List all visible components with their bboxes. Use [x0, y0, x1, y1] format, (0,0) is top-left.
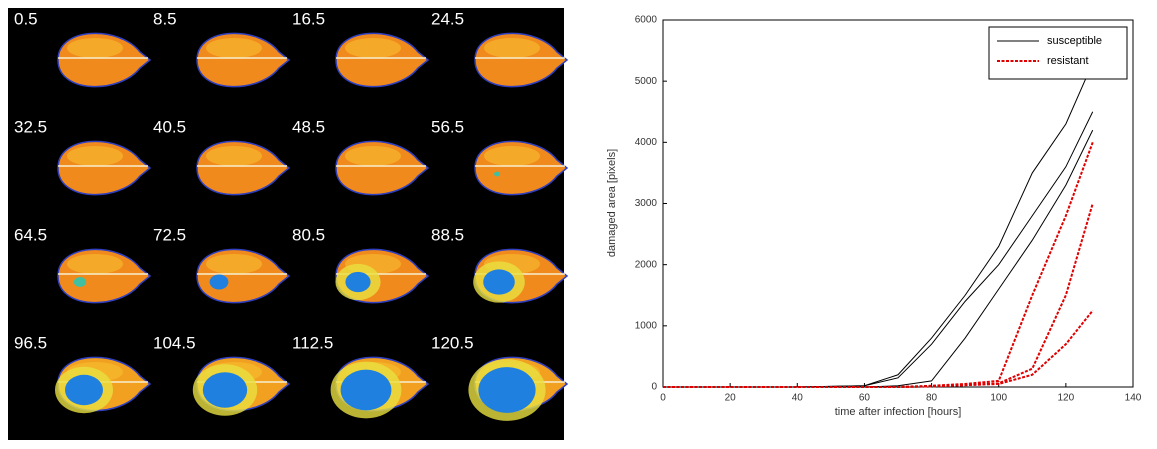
- leaf-highlight: [67, 254, 123, 274]
- series-line: [663, 141, 1094, 388]
- time-label: 112.5: [292, 333, 333, 352]
- leaf-highlight: [484, 146, 540, 166]
- x-tick-label: 120: [1058, 393, 1075, 404]
- y-tick-label: 0: [651, 382, 657, 393]
- time-label: 72.5: [153, 225, 186, 244]
- leaf-highlight: [67, 146, 123, 166]
- x-tick-label: 80: [926, 393, 938, 404]
- y-tick-label: 2000: [635, 259, 658, 270]
- lesion: [340, 369, 392, 411]
- time-label: 0.5: [14, 9, 38, 28]
- y-tick-label: 1000: [635, 320, 658, 331]
- x-tick-label: 40: [792, 393, 804, 404]
- lesion: [202, 372, 248, 408]
- time-label: 24.5: [431, 9, 464, 28]
- time-label: 40.5: [153, 117, 186, 136]
- y-tick-label: 6000: [635, 15, 658, 26]
- y-tick-label: 3000: [635, 198, 658, 209]
- leaf-highlight: [206, 146, 262, 166]
- time-label: 104.5: [153, 333, 196, 352]
- x-tick-label: 20: [725, 393, 737, 404]
- time-label: 48.5: [292, 117, 325, 136]
- time-label: 80.5: [292, 225, 325, 244]
- lesion: [73, 277, 87, 287]
- leaf-highlight: [206, 38, 262, 58]
- y-tick-label: 5000: [635, 76, 658, 87]
- x-tick-label: 100: [990, 393, 1007, 404]
- x-tick-label: 0: [660, 393, 666, 404]
- y-axis-label: damaged area [pixels]: [606, 149, 618, 257]
- lesion: [483, 269, 515, 295]
- x-tick-label: 60: [859, 393, 871, 404]
- leaf-highlight: [206, 254, 262, 274]
- lesion: [478, 367, 536, 413]
- leaf-highlight: [345, 38, 401, 58]
- x-axis-label: time after infection [hours]: [835, 406, 962, 418]
- time-label: 120.5: [431, 333, 474, 352]
- time-label: 32.5: [14, 117, 47, 136]
- time-label: 8.5: [153, 9, 177, 28]
- lesion: [494, 171, 500, 177]
- legend-label: susceptible: [1047, 35, 1102, 47]
- leaf-highlight: [67, 38, 123, 58]
- time-label: 96.5: [14, 333, 47, 352]
- x-tick-label: 140: [1125, 393, 1142, 404]
- y-tick-label: 4000: [635, 137, 658, 148]
- time-label: 88.5: [431, 225, 464, 244]
- legend-box: [988, 26, 1128, 80]
- leaf-highlight: [484, 38, 540, 58]
- time-label: 64.5: [14, 225, 47, 244]
- time-label: 16.5: [292, 9, 325, 28]
- lesion: [65, 374, 103, 406]
- time-label: 56.5: [431, 117, 464, 136]
- legend-label: resistant: [1047, 55, 1089, 67]
- lesion: [345, 271, 371, 293]
- leaf-highlight: [345, 146, 401, 166]
- series-line: [663, 129, 1094, 388]
- lesion: [209, 274, 229, 290]
